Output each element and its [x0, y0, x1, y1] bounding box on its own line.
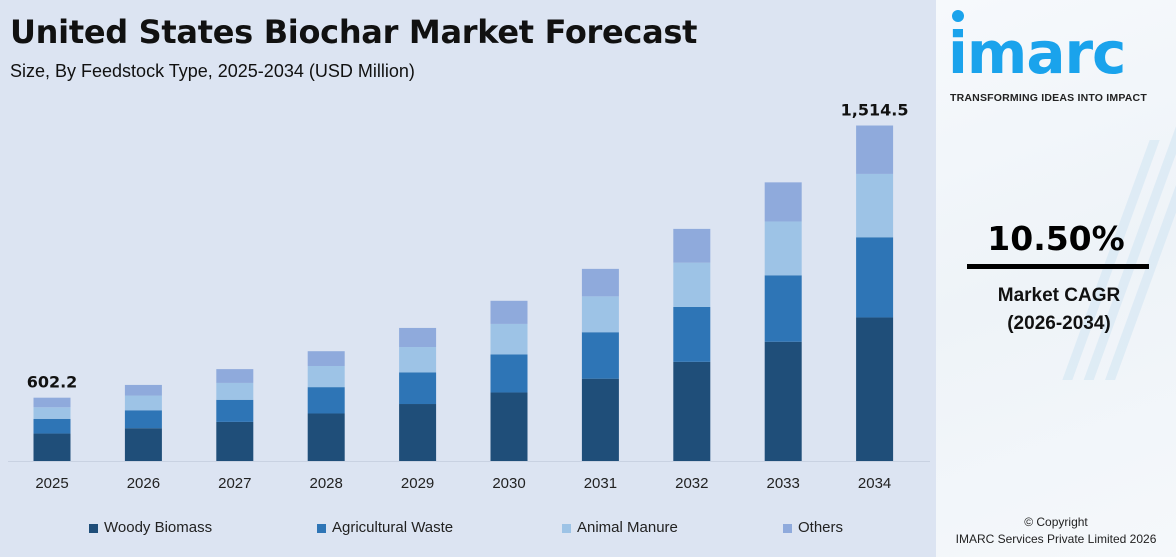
x-tick-label-2031: 2031	[584, 475, 617, 492]
data-label-2034: 1,514.5	[841, 101, 909, 120]
x-tick-label-2026: 2026	[127, 475, 160, 492]
logo-dot	[952, 10, 964, 22]
chart-subtitle: Size, By Feedstock Type, 2025-2034 (USD …	[10, 61, 415, 81]
background-decoration	[1062, 140, 1160, 380]
bar-segment-agricultural-waste-2032	[673, 306, 711, 362]
copyright: © Copyright IMARC Services Private Limit…	[936, 514, 1176, 548]
bar-segment-others-2030	[490, 300, 528, 324]
x-tick-label-2030: 2030	[492, 475, 525, 492]
bar-segment-others-2029	[399, 327, 437, 348]
legend-item-animal-manure: Animal Manure	[562, 519, 678, 537]
bar-segment-others-2028	[307, 351, 345, 366]
bar-segment-animal-manure-2028	[307, 365, 345, 388]
logo-tagline: TRANSFORMING IDEAS INTO IMPACT	[950, 92, 1147, 104]
bar-segment-agricultural-waste-2031	[581, 332, 619, 379]
cagr-value: 10.50%	[987, 219, 1125, 258]
legend-swatch	[562, 523, 571, 533]
bar-segment-others-2033	[764, 182, 802, 222]
cagr-divider	[967, 264, 1149, 269]
bar-segment-animal-manure-2025	[33, 407, 71, 419]
x-tick-label-2025: 2025	[35, 475, 68, 492]
x-tick-label-2028: 2028	[310, 475, 343, 492]
bar-segment-woody-biomass-2032	[673, 361, 711, 461]
legend-swatch	[317, 523, 326, 533]
bar-segment-others-2026	[124, 384, 162, 396]
legend-label: Woody Biomass	[104, 519, 213, 536]
bar-segment-agricultural-waste-2029	[399, 372, 437, 405]
bar-segment-others-2031	[581, 268, 619, 297]
bar-segment-animal-manure-2033	[764, 221, 802, 276]
bar-segment-woody-biomass-2031	[581, 378, 619, 461]
legend-item-woody-biomass: Woody Biomass	[89, 519, 212, 537]
sidebar: imarc TRANSFORMING IDEAS INTO IMPACT 10.…	[936, 0, 1176, 557]
bar-segment-agricultural-waste-2033	[764, 275, 802, 342]
bar-segment-animal-manure-2027	[216, 382, 254, 400]
x-tick-label-2034: 2034	[858, 475, 891, 492]
bar-segment-woody-biomass-2025	[33, 433, 71, 461]
x-tick-label-2029: 2029	[401, 475, 434, 492]
bar-segment-animal-manure-2030	[490, 323, 528, 355]
legend-swatch	[783, 523, 792, 533]
bar-segment-woody-biomass-2033	[764, 341, 802, 461]
bar-segment-others-2025	[33, 397, 71, 408]
bar-segment-woody-biomass-2034	[856, 317, 894, 461]
legend-label: Agricultural Waste	[332, 519, 454, 536]
x-tick-label-2032: 2032	[675, 475, 708, 492]
bar-segment-woody-biomass-2027	[216, 421, 254, 461]
legend-item-others: Others	[783, 519, 843, 537]
bar-segment-animal-manure-2031	[581, 296, 619, 333]
legend-label: Animal Manure	[577, 519, 678, 536]
bar-segment-animal-manure-2034	[856, 173, 894, 238]
imarc-logo: imarc	[948, 19, 1126, 87]
copyright-line-1: © Copyright	[1024, 515, 1088, 529]
data-label-2025: 602.2	[27, 373, 78, 392]
cagr-label: Market CAGR (2026-2034)	[936, 282, 1176, 338]
bar-segment-animal-manure-2032	[673, 262, 711, 307]
stacked-bar-chart: 2025 602.2 2026 2027 2028 2029 2030 2031 2032 203…	[8, 101, 930, 492]
legend-label: Others	[798, 519, 844, 536]
legend-swatch	[89, 523, 98, 533]
bar-segment-woody-biomass-2028	[307, 413, 345, 461]
bar-segment-agricultural-waste-2028	[307, 387, 345, 414]
bar-segment-others-2027	[216, 369, 254, 383]
x-tick-label-2027: 2027	[218, 475, 251, 492]
x-tick-label-2033: 2033	[767, 475, 800, 492]
bar-segment-woody-biomass-2026	[124, 428, 162, 461]
bar-segment-woody-biomass-2030	[490, 392, 528, 461]
legend-item-agricultural-waste: Agricultural Waste	[317, 519, 453, 537]
bar-segment-woody-biomass-2029	[399, 404, 437, 461]
chart-panel: United States Biochar Market Forecast Si…	[8, 13, 930, 537]
bar-segment-others-2032	[673, 228, 711, 263]
bar-segment-agricultural-waste-2034	[856, 237, 894, 318]
bar-segment-agricultural-waste-2027	[216, 399, 254, 422]
bar-segment-others-2034	[856, 125, 894, 174]
cagr-period: (2026-2034)	[1007, 313, 1111, 334]
bar-segment-agricultural-waste-2026	[124, 410, 162, 429]
bar-segment-animal-manure-2029	[399, 347, 437, 373]
chart-title: United States Biochar Market Forecast	[10, 13, 698, 51]
bar-segment-animal-manure-2026	[124, 395, 162, 411]
cagr-label-text: Market CAGR	[997, 285, 1121, 306]
bar-segment-agricultural-waste-2030	[490, 354, 528, 393]
copyright-line-2: IMARC Services Private Limited 2026	[955, 532, 1157, 546]
bar-segment-agricultural-waste-2025	[33, 418, 71, 434]
